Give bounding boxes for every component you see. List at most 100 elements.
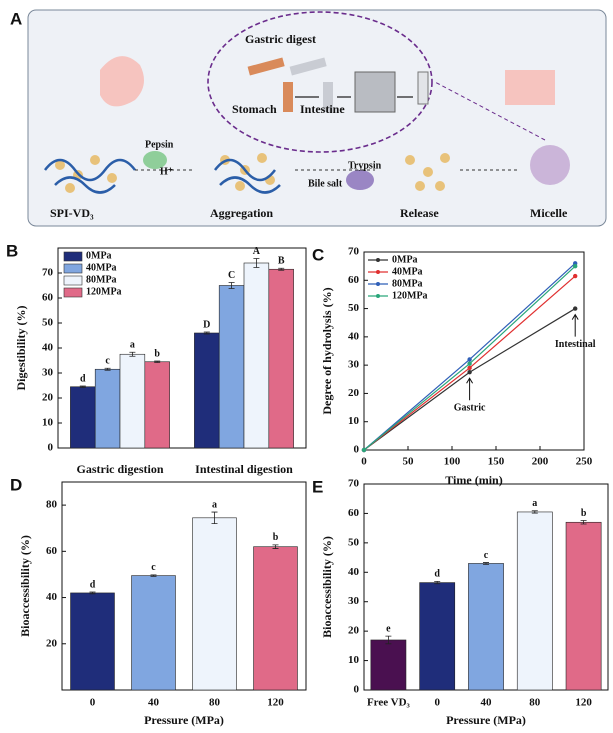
- y-tick-label: 70: [42, 267, 54, 279]
- y-tick-label: 60: [348, 507, 360, 519]
- bar: [70, 386, 96, 449]
- significance-letter: d: [80, 373, 86, 384]
- error-bar: [278, 267, 285, 271]
- error-bar: [228, 282, 235, 289]
- error-bar: [531, 510, 538, 514]
- y-tick-label: 0: [48, 442, 54, 454]
- legend-marker: [376, 270, 380, 274]
- x-tick-label: 200: [532, 456, 549, 468]
- bar: [94, 368, 121, 449]
- legend-label: 120MPa: [86, 286, 122, 297]
- error-bar: [104, 367, 111, 371]
- annotation-arrow: [466, 377, 474, 401]
- y-tick-label: 50: [42, 317, 54, 329]
- legend-label: 80MPa: [392, 278, 423, 289]
- x-axis-title: Time (min): [445, 473, 502, 487]
- y-tick-label: 50: [348, 536, 360, 548]
- bar: [268, 268, 294, 449]
- legend-swatch: [63, 251, 83, 262]
- y-tick-label: 60: [42, 292, 54, 304]
- legend-label: 40MPa: [86, 262, 117, 273]
- bar: [119, 353, 146, 449]
- y-tick-label: 80: [46, 499, 58, 511]
- legend-label: 0MPa: [86, 250, 112, 261]
- error-bar: [580, 520, 587, 525]
- error-bar: [150, 574, 157, 577]
- bar: [131, 575, 176, 691]
- y-tick-label: 20: [46, 637, 58, 649]
- significance-letter: e: [386, 623, 391, 634]
- point: [573, 273, 578, 279]
- x-tick-label: 120: [575, 697, 592, 709]
- significance-letter: b: [581, 508, 587, 519]
- significance-letter: c: [151, 562, 156, 573]
- point: [467, 361, 472, 366]
- significance-letter: a: [212, 499, 217, 510]
- significance-letter: c: [484, 550, 489, 561]
- bar: [70, 592, 115, 691]
- error-bar: [129, 351, 136, 357]
- legend-marker: [376, 258, 380, 262]
- bar: [516, 511, 553, 691]
- legend-swatch: [63, 263, 83, 274]
- axis-frame: [363, 251, 585, 451]
- point: [467, 370, 472, 375]
- y-tick-label: 60: [348, 274, 360, 286]
- x-tick-label: Gastric digestion: [77, 462, 164, 476]
- significance-letter: b: [154, 348, 160, 359]
- point: [573, 306, 578, 311]
- annotation: Intestinal: [555, 339, 596, 350]
- y-tick-label: 70: [348, 478, 360, 490]
- y-tick-label: 0: [354, 684, 360, 696]
- point: [573, 263, 578, 269]
- significance-letter: B: [278, 256, 285, 267]
- significance-letter: A: [253, 246, 261, 257]
- significance-letter: d: [434, 569, 440, 580]
- y-tick-label: 30: [42, 367, 54, 379]
- tube: [417, 71, 429, 105]
- step-label: Aggregation: [210, 206, 273, 220]
- y-tick-label: 40: [46, 591, 58, 603]
- point: [467, 365, 472, 371]
- pepsin-icon: [143, 151, 167, 169]
- significance-letter: d: [90, 579, 96, 590]
- panel-label: B: [6, 241, 18, 260]
- y-tick-label: 70: [348, 246, 360, 258]
- x-tick-label: 40: [481, 697, 493, 709]
- y-tick-label: 20: [42, 392, 54, 404]
- x-tick-label: Intestinal digestion: [195, 462, 293, 476]
- x-tick-label: 150: [488, 456, 505, 468]
- error-bar: [89, 591, 96, 595]
- bar: [243, 262, 270, 449]
- x-tick-label: 40: [148, 697, 160, 709]
- bar: [468, 563, 504, 691]
- instrument: [354, 71, 396, 113]
- x-tick-label: 50: [403, 456, 415, 468]
- trypsin-label: Trypsin: [348, 160, 382, 171]
- significance-letter: C: [228, 270, 235, 281]
- panel-a: A Gastric digest Stomach Intestine Pepsi…: [10, 9, 607, 227]
- bile-label: Bile salt: [308, 178, 343, 189]
- bar: [565, 521, 602, 691]
- error-bar: [272, 544, 279, 549]
- legend-label: 0MPa: [392, 254, 418, 265]
- y-tick-label: 30: [348, 595, 360, 607]
- point: [467, 357, 472, 362]
- significance-letter: a: [532, 498, 537, 509]
- y-tick-label: 40: [42, 342, 54, 354]
- y-axis-title: Bioaccessibility (%): [320, 536, 334, 638]
- annotation: Gastric: [454, 403, 486, 414]
- proton-label: H⁺: [160, 166, 173, 177]
- tube: [247, 57, 285, 76]
- error-bar: [211, 511, 218, 524]
- x-tick-label: 0: [434, 697, 440, 709]
- legend-swatch: [63, 275, 83, 286]
- panel-a-frame: [27, 9, 607, 227]
- annotation-arrow: [571, 313, 579, 337]
- y-tick-label: 20: [348, 625, 360, 637]
- bar: [194, 332, 220, 449]
- pepsin-label: Pepsin: [145, 139, 174, 150]
- significance-letter: c: [105, 356, 110, 367]
- micelle-icon: [530, 145, 570, 185]
- y-tick-label: 30: [348, 359, 360, 371]
